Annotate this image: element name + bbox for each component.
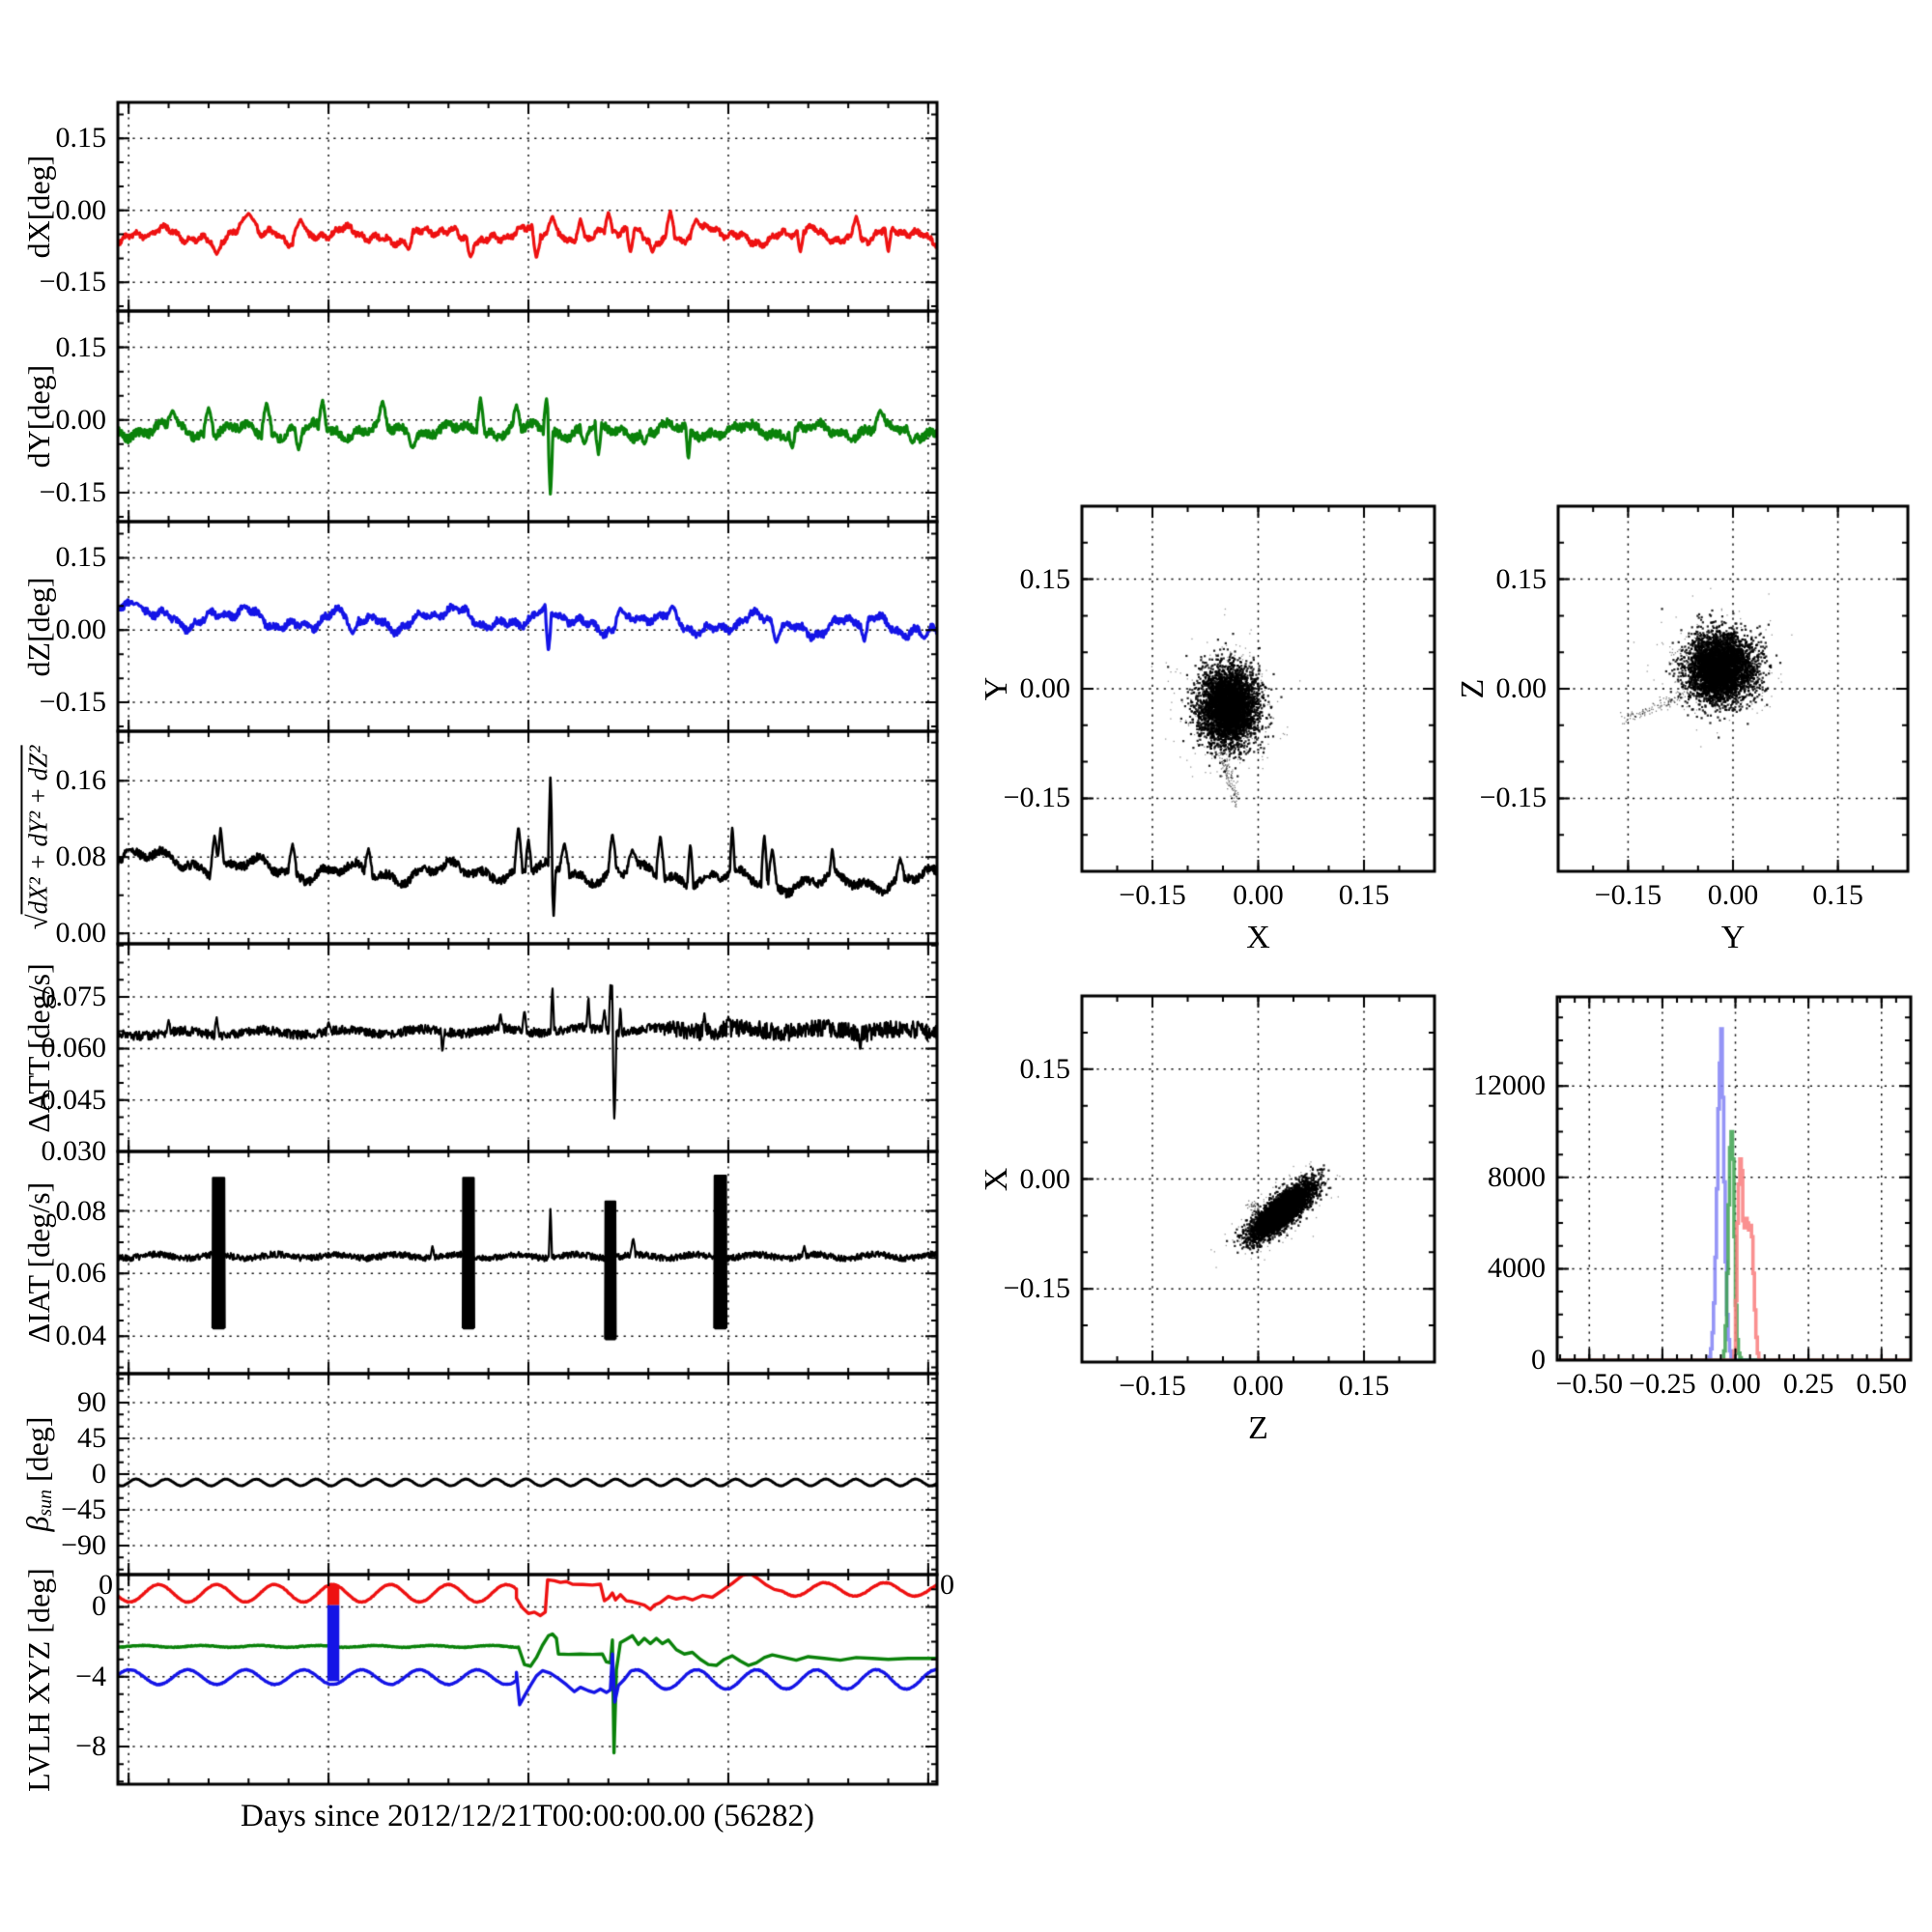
scatter_X_vs_Z-xtick-label: 0.00 [1233, 1370, 1284, 1402]
scatter_Z_vs_Y-y-axis-label: Z [1455, 678, 1491, 699]
scatter_Y_vs_X-xtick-label: 0.15 [1338, 879, 1390, 911]
scatter_X_vs_Z-ytick-label: 0.15 [1019, 1052, 1071, 1085]
mag-ytick-label: 0.00 [55, 917, 107, 950]
scatter_Z_vs_Y-ytick-label: 0.00 [1495, 672, 1548, 704]
dATT-y-axis-label: ΔATT [deg/s] [21, 962, 56, 1133]
dIAT-ytick-label: 0.08 [55, 1194, 107, 1227]
histogram_dXdYdZ-xtick-label: −0.25 [1629, 1368, 1696, 1400]
scatter_Y_vs_X-ytick-label: 0.15 [1019, 562, 1071, 595]
beta_sun-ytick-label: −90 [61, 1528, 106, 1561]
mag-ytick-label: 0.16 [55, 764, 107, 797]
histogram_dXdYdZ-ytick-label: 4000 [1488, 1252, 1546, 1285]
beta_sun-ytick-label: 0 [92, 1458, 106, 1490]
scatter_X_vs_Z-ytick-label: −0.15 [1003, 1272, 1070, 1305]
scatter_Z_vs_Y-ytick-label: −0.15 [1479, 781, 1547, 814]
scatter_X_vs_Z-xtick-label: 0.15 [1338, 1370, 1390, 1402]
LVLH_XYZ-y-axis-label: LVLH XYZ [deg] [21, 1567, 56, 1792]
scatter_Y_vs_X-xtick-label: 0.00 [1233, 879, 1284, 911]
scatter_Y_vs_X-x-axis-label: X [1246, 920, 1270, 955]
axis-label-part: dX² + dY² + dZ² [20, 745, 53, 915]
histogram_dXdYdZ-xtick-label: 0.50 [1856, 1368, 1908, 1400]
scatter_Y_vs_X-ytick-label: −0.15 [1003, 781, 1070, 814]
scatter_Z_vs_Y-xtick-label: 0.00 [1707, 879, 1759, 911]
beta_sun-ytick-label: 45 [77, 1422, 106, 1454]
dATT-ytick-label: 0.075 [41, 980, 107, 1013]
dY-ytick-label: 0.00 [55, 403, 107, 436]
axis-label-part: sun [34, 1490, 56, 1517]
stray-zero-label: 0 [940, 1569, 954, 1601]
dX-ytick-label: −0.15 [39, 266, 106, 298]
scatter_Z_vs_Y-x-axis-label: Y [1720, 920, 1746, 955]
histogram_dXdYdZ-xtick-label: 0.25 [1782, 1368, 1834, 1400]
histogram_dXdYdZ-ytick-label: 12000 [1473, 1069, 1546, 1102]
histogram_dXdYdZ-xtick-label: −0.50 [1555, 1368, 1623, 1400]
dATT-ytick-label: 0.045 [41, 1083, 107, 1116]
scatter_X_vs_Z-ytick-label: 0.00 [1019, 1162, 1071, 1195]
x-axis-label: Days since 2012/12/21T00:00:00.00 (56282… [241, 1799, 814, 1833]
LVLH_XYZ-ytick-label: 0 [92, 1590, 106, 1623]
mag-y-axis-label: √dX² + dY² + dZ² [20, 745, 54, 930]
dY-y-axis-label: dY[deg] [21, 364, 56, 469]
scatter_Y_vs_X-y-axis-label: Y [979, 676, 1014, 701]
axis-label-part: √ [22, 914, 54, 930]
dZ-ytick-label: 0.00 [55, 613, 107, 646]
scatter_Z_vs_Y-ytick-label: 0.15 [1495, 562, 1548, 595]
beta_sun-ytick-label: −45 [61, 1492, 106, 1525]
dY-ytick-label: −0.15 [39, 475, 106, 508]
scatter_X_vs_Z-x-axis-label: Z [1248, 1410, 1268, 1446]
dX-y-axis-label: dX[deg] [21, 155, 56, 259]
scatter_Z_vs_Y-xtick-label: 0.15 [1812, 879, 1863, 911]
dX-ytick-label: 0.15 [55, 122, 107, 155]
beta_sun-ytick-label: 90 [77, 1386, 106, 1418]
stray-zero-label: 0 [99, 1569, 113, 1601]
dZ-ytick-label: 0.15 [55, 541, 107, 574]
mag-ytick-label: 0.08 [55, 840, 107, 873]
dIAT-ytick-label: 0.04 [55, 1320, 107, 1352]
dZ-y-axis-label: dZ[deg] [21, 576, 56, 677]
dIAT-y-axis-label: ΔIAT [deg/s] [21, 1181, 56, 1344]
LVLH_XYZ-ytick-label: −4 [75, 1660, 106, 1692]
dATT-ytick-label: 0.060 [41, 1032, 107, 1065]
axis-label-part: β [19, 1516, 55, 1532]
dX-ytick-label: 0.00 [55, 193, 107, 226]
dIAT-ytick-label: 0.06 [55, 1257, 107, 1290]
dY-ytick-label: 0.15 [55, 330, 107, 363]
histogram_dXdYdZ-ytick-label: 0 [1531, 1344, 1546, 1376]
scatter_X_vs_Z-y-axis-label: X [979, 1167, 1014, 1191]
scatter_Y_vs_X-xtick-label: −0.15 [1119, 879, 1186, 911]
axis-label-part: [deg] [19, 1416, 55, 1491]
scatter_Y_vs_X-ytick-label: 0.00 [1019, 672, 1071, 704]
dATT-ytick-label: 0.030 [41, 1135, 107, 1167]
scatter_Z_vs_Y-xtick-label: −0.15 [1594, 879, 1662, 911]
histogram_dXdYdZ-ytick-label: 8000 [1488, 1160, 1546, 1193]
histogram_dXdYdZ-xtick-label: 0.00 [1710, 1368, 1761, 1400]
LVLH_XYZ-ytick-label: −8 [75, 1730, 106, 1763]
scatter_X_vs_Z-xtick-label: −0.15 [1119, 1370, 1186, 1402]
beta_sun-y-axis-label: βsun [deg] [19, 1416, 56, 1532]
dZ-ytick-label: −0.15 [39, 686, 106, 719]
